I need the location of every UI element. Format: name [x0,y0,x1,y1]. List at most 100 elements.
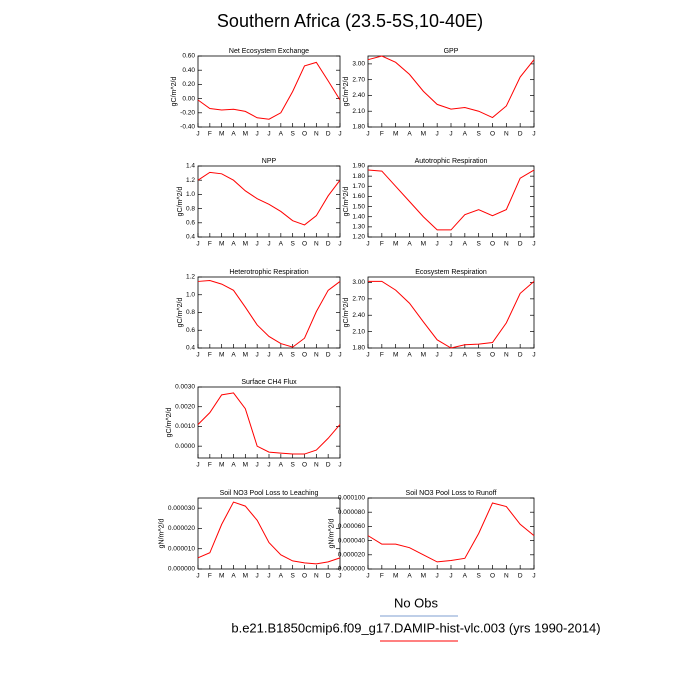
y-axis-label: gC/m^2/d [343,187,350,217]
x-tick-label: J [532,352,535,359]
y-tick-label: 1.0 [186,191,195,198]
x-tick-label: J [436,352,439,359]
y-axis-label: gC/m^2/d [166,408,173,438]
x-tick-label: O [302,573,307,580]
x-tick-label: A [231,131,236,138]
y-tick-label: 0.40 [182,67,195,74]
x-tick-label: J [532,131,535,138]
x-tick-label: J [449,352,452,359]
y-tick-label: -0.20 [180,110,195,117]
x-tick-label: M [393,131,398,138]
y-tick-label: 2.40 [352,312,365,319]
x-tick-label: F [380,352,384,359]
y-axis-label: gC/m^2/d [343,77,350,107]
plot-frame [367,497,535,570]
y-tick-label: 3.00 [352,61,365,68]
x-tick-label: J [267,573,270,580]
x-tick-label: J [449,131,452,138]
x-tick-label: M [393,352,398,359]
x-tick-label: N [504,573,509,580]
y-axis-label: gN/m^2/d [329,519,336,549]
x-tick-label: N [504,131,509,138]
x-tick-label: J [436,131,439,138]
y-tick-label: 0.000000 [168,566,195,573]
data-line [197,61,341,120]
x-tick-label: A [407,241,412,248]
x-tick-label: M [421,573,426,580]
x-tick-label: A [463,241,468,248]
plot-frame [197,165,341,238]
y-tick-label: 2.70 [352,76,365,83]
x-tick-label: J [449,241,452,248]
y-tick-label: 0.000100 [338,495,365,502]
x-tick-label: M [243,573,248,580]
y-tick-label: 0.000060 [338,523,365,530]
x-tick-label: N [314,241,319,248]
y-tick-label: 1.40 [352,213,365,220]
y-tick-label: 0.000030 [168,505,195,512]
x-tick-label: A [463,573,468,580]
x-tick-label: M [243,352,248,359]
x-tick-label: S [290,241,295,248]
y-tick-label: 1.70 [352,183,365,190]
data-line [197,392,341,455]
y-tick-label: 1.90 [352,163,365,170]
y-tick-label: 0.000020 [338,552,365,559]
x-tick-label: D [326,241,331,248]
x-tick-label: M [243,131,248,138]
x-tick-label: J [196,131,199,138]
x-tick-label: M [219,462,224,469]
y-tick-label: 0.4 [186,345,195,352]
y-tick-label: 0.000080 [338,509,365,516]
x-tick-label: D [326,131,331,138]
x-tick-label: J [267,462,270,469]
x-tick-label: J [532,573,535,580]
y-tick-label: 0.8 [186,309,195,316]
x-tick-label: J [196,462,199,469]
x-tick-label: J [267,131,270,138]
x-tick-label: N [504,352,509,359]
x-tick-label: J [338,352,341,359]
x-tick-label: J [338,131,341,138]
figure-title: Southern Africa (23.5-5S,10-40E) [217,11,483,31]
x-tick-label: M [393,573,398,580]
x-tick-label: O [490,131,495,138]
x-tick-label: O [302,462,307,469]
x-tick-label: S [476,131,481,138]
x-tick-label: M [243,241,248,248]
x-tick-label: F [380,241,384,248]
y-tick-label: 0.4 [186,234,195,241]
panel-title: GPP [444,48,459,55]
data-line [367,169,535,231]
x-tick-label: N [504,241,509,248]
x-tick-label: F [380,131,384,138]
y-tick-label: 2.10 [352,108,365,115]
y-tick-label: 0.60 [182,53,195,60]
x-tick-label: J [256,352,259,359]
x-tick-label: M [219,352,224,359]
x-tick-label: M [219,241,224,248]
x-tick-label: J [366,241,369,248]
x-tick-label: A [231,241,236,248]
y-tick-label: 1.2 [186,274,195,281]
y-tick-label: 0.6 [186,220,195,227]
y-tick-label: 1.80 [352,173,365,180]
panel-title: Autotrophic Respiration [415,158,488,165]
x-tick-label: A [463,131,468,138]
x-tick-label: S [290,462,295,469]
x-tick-label: A [231,352,236,359]
x-tick-label: J [338,573,341,580]
x-tick-label: F [380,573,384,580]
x-tick-label: N [314,573,319,580]
x-tick-label: D [518,241,523,248]
x-tick-label: A [279,241,284,248]
legend-label: No Obs [394,595,439,610]
x-tick-label: J [366,573,369,580]
plot-frame [197,497,341,570]
y-tick-label: 0.0010 [175,423,195,430]
y-tick-label: 1.0 [186,291,195,298]
legend-label: b.e21.B1850cmip6.f09_g17.DAMIP-hist-vlc.… [231,620,600,635]
x-tick-label: D [518,352,523,359]
x-tick-label: A [279,462,284,469]
